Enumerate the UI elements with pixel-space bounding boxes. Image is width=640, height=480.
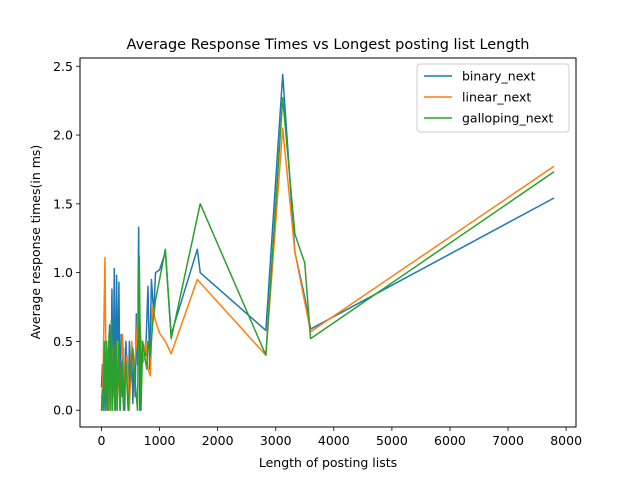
x-tick-label: 6000: [434, 433, 466, 448]
plot-area: [79, 57, 577, 428]
axes-frame: [79, 57, 577, 428]
series-layer: [100, 73, 555, 411]
x-tick-label: 0: [98, 433, 106, 448]
y-tick-label: 1.5: [53, 196, 73, 211]
x-tick-label: 7000: [492, 433, 524, 448]
legend-box: [416, 63, 570, 133]
x-tick-label: 3000: [260, 433, 292, 448]
chart-title: Average Response Times vs Longest postin…: [127, 37, 530, 53]
x-tick-label: 8000: [550, 433, 582, 448]
legend: binary_next linear_next galloping_next: [416, 63, 570, 133]
x-tick-label: 5000: [376, 433, 408, 448]
y-axis: 0.0 0.5 1.0 1.5 2.0 2.5: [53, 59, 80, 418]
legend-label-galloping-next: galloping_next: [462, 111, 553, 126]
x-tick-label: 2000: [202, 433, 234, 448]
y-tick-label: 0.5: [53, 334, 73, 349]
x-axis: 0 1000 2000 3000 4000 5000 6000 7000 8000: [98, 427, 582, 448]
y-tick-label: 1.0: [53, 265, 73, 280]
y-tick-label: 2.0: [53, 128, 73, 143]
y-tick-label: 0.0: [53, 403, 73, 418]
y-tick-label: 2.5: [53, 59, 73, 74]
x-axis-label: Length of posting lists: [259, 455, 397, 470]
y-axis-label: Average response times(in ms): [28, 145, 43, 340]
legend-label-linear-next: linear_next: [462, 90, 531, 105]
x-tick-label: 4000: [318, 433, 350, 448]
legend-label-binary-next: binary_next: [462, 69, 536, 84]
x-tick-label: 1000: [144, 433, 176, 448]
series-line-galloping-next: [100, 97, 555, 411]
